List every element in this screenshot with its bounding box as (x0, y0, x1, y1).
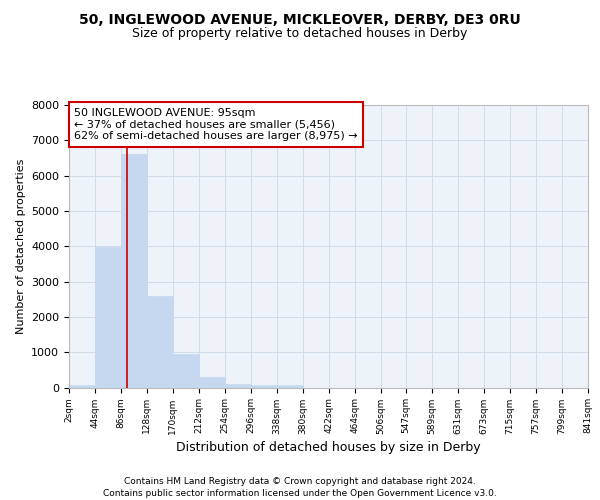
Text: Contains public sector information licensed under the Open Government Licence v3: Contains public sector information licen… (103, 488, 497, 498)
Bar (95, 247, 121, 388)
Bar (121, 154, 147, 388)
Bar (277, 385, 303, 388)
Bar (251, 385, 277, 388)
Bar (69, 385, 95, 388)
Bar (225, 384, 251, 388)
Bar (199, 376, 225, 388)
X-axis label: Distribution of detached houses by size in Derby: Distribution of detached houses by size … (176, 440, 481, 454)
Bar (173, 354, 199, 388)
Text: 50 INGLEWOOD AVENUE: 95sqm
← 37% of detached houses are smaller (5,456)
62% of s: 50 INGLEWOOD AVENUE: 95sqm ← 37% of deta… (74, 108, 358, 141)
Y-axis label: Number of detached properties: Number of detached properties (16, 158, 26, 334)
Bar (147, 296, 173, 388)
Text: 50, INGLEWOOD AVENUE, MICKLEOVER, DERBY, DE3 0RU: 50, INGLEWOOD AVENUE, MICKLEOVER, DERBY,… (79, 12, 521, 26)
Text: Contains HM Land Registry data © Crown copyright and database right 2024.: Contains HM Land Registry data © Crown c… (124, 477, 476, 486)
Text: Size of property relative to detached houses in Derby: Size of property relative to detached ho… (133, 28, 467, 40)
